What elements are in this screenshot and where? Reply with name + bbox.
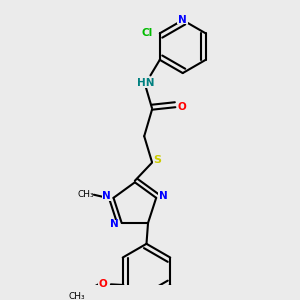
FancyBboxPatch shape xyxy=(110,220,119,228)
Text: Cl: Cl xyxy=(142,28,153,38)
FancyBboxPatch shape xyxy=(177,103,186,112)
FancyBboxPatch shape xyxy=(158,192,168,201)
Text: N: N xyxy=(178,15,187,25)
Text: N: N xyxy=(110,219,119,229)
Text: HN: HN xyxy=(137,78,154,88)
FancyBboxPatch shape xyxy=(139,79,153,88)
FancyBboxPatch shape xyxy=(140,29,155,38)
FancyBboxPatch shape xyxy=(98,280,107,289)
Text: N: N xyxy=(159,191,167,201)
Text: N: N xyxy=(102,191,111,201)
Text: O: O xyxy=(177,102,186,112)
Text: O: O xyxy=(98,279,107,289)
FancyBboxPatch shape xyxy=(153,155,162,164)
Text: CH₃: CH₃ xyxy=(77,190,94,199)
FancyBboxPatch shape xyxy=(102,192,111,201)
Text: CH₃: CH₃ xyxy=(68,292,85,300)
Text: S: S xyxy=(154,154,162,165)
FancyBboxPatch shape xyxy=(177,16,188,25)
